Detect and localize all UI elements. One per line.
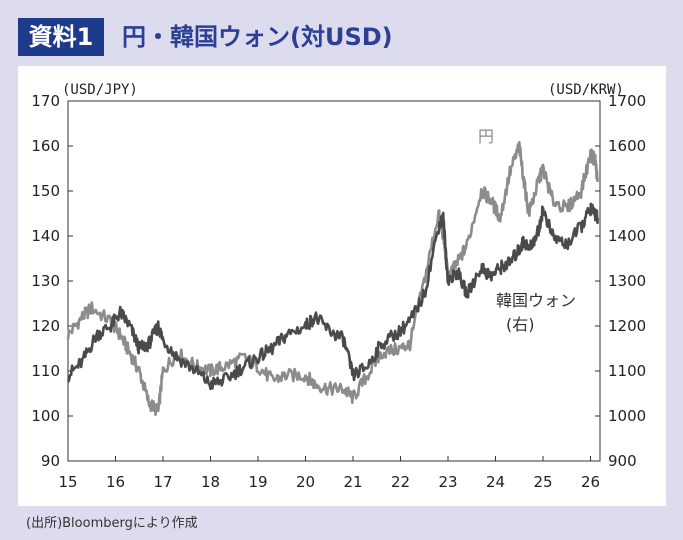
series-label-krw: 韓国ウォン xyxy=(496,291,576,310)
left-tick-label: 150 xyxy=(31,182,60,200)
figure-badge: 資料1 xyxy=(18,18,104,56)
source-note: (出所)Bloombergにより作成 xyxy=(26,516,198,531)
series-line-jpy xyxy=(66,141,599,417)
x-tick-label: 24 xyxy=(486,473,505,491)
right-tick-label: 900 xyxy=(608,452,637,470)
x-tick-label: 26 xyxy=(581,473,600,491)
right-tick-label: 1500 xyxy=(608,182,646,200)
chart-panel: (USD/JPY) (USD/KRW) 90 100 110 120 130 140 150… xyxy=(18,66,666,506)
x-tick-label: 22 xyxy=(391,473,410,491)
left-tick-label: 100 xyxy=(31,407,60,425)
x-tick-label: 23 xyxy=(438,473,457,491)
left-tick-label: 160 xyxy=(31,137,60,155)
left-axis-title: (USD/JPY) xyxy=(62,82,138,98)
x-tick-label: 19 xyxy=(248,473,267,491)
x-axis-ticks: 15 16 17 18 19 20 21 22 23 24 25 26 xyxy=(58,456,600,491)
left-tick-label: 170 xyxy=(31,92,60,110)
right-axis-ticks: 900 1000 1100 1200 1300 1400 1500 1600 1700 xyxy=(595,92,646,470)
x-tick-label: 25 xyxy=(533,473,552,491)
right-tick-label: 1600 xyxy=(608,137,646,155)
x-tick-label: 21 xyxy=(343,473,362,491)
series-label-krw-axis-note: (右) xyxy=(506,315,535,334)
x-tick-label: 16 xyxy=(106,473,125,491)
left-axis-ticks: 90 100 110 120 130 140 150 160 170 xyxy=(31,92,73,470)
x-tick-label: 20 xyxy=(296,473,315,491)
chart-title: 円・韓国ウォン(対USD) xyxy=(122,23,393,51)
x-tick-label: 18 xyxy=(201,473,220,491)
right-tick-label: 1100 xyxy=(608,362,646,380)
series-line-krw xyxy=(66,202,599,391)
line-chart: 90 100 110 120 130 140 150 160 170 900 1000 1100 12… xyxy=(31,92,646,491)
right-tick-label: 1700 xyxy=(608,92,646,110)
x-tick-label: 17 xyxy=(153,473,172,491)
left-tick-label: 140 xyxy=(31,227,60,245)
series-label-jpy: 円 xyxy=(478,127,494,146)
left-tick-label: 90 xyxy=(41,452,60,470)
right-tick-label: 1300 xyxy=(608,272,646,290)
x-tick-label: 15 xyxy=(58,473,77,491)
header: 資料1 円・韓国ウォン(対USD) xyxy=(18,14,668,56)
left-tick-label: 110 xyxy=(31,362,60,380)
right-tick-label: 1000 xyxy=(608,407,646,425)
left-tick-label: 120 xyxy=(31,317,60,335)
right-axis-title: (USD/KRW) xyxy=(548,82,624,98)
right-tick-label: 1400 xyxy=(608,227,646,245)
left-tick-label: 130 xyxy=(31,272,60,290)
right-tick-label: 1200 xyxy=(608,317,646,335)
